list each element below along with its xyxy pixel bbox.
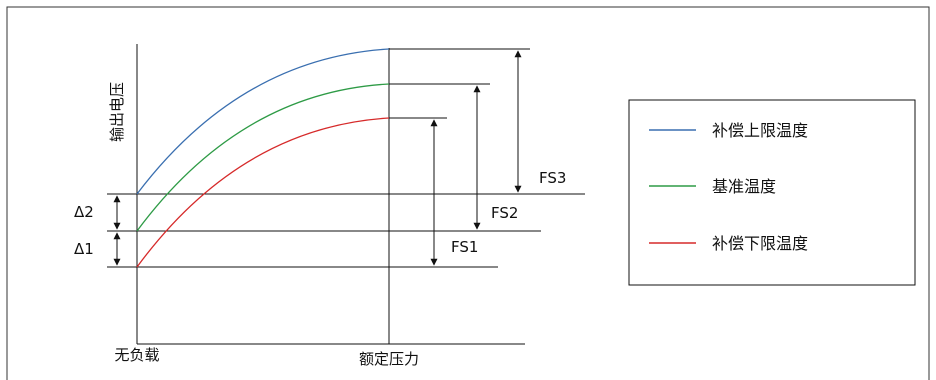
curve-lower-temperature <box>136 117 390 268</box>
curve-upper-temperature <box>136 48 390 195</box>
legend-label-lower: 补偿下限温度 <box>712 234 808 253</box>
legend: 补偿上限温度 基准温度 补偿下限温度 <box>628 99 916 286</box>
legend-label-upper: 补偿上限温度 <box>712 121 808 140</box>
legend-item-base: 基准温度 <box>649 177 776 196</box>
legend-item-upper: 补偿上限温度 <box>649 121 808 140</box>
legend-box <box>628 99 916 286</box>
legend-label-base: 基准温度 <box>712 177 776 196</box>
legend-item-lower: 补偿下限温度 <box>649 234 808 253</box>
delta2-label: Δ2 <box>74 203 94 221</box>
y-axis-label: 输出电压 <box>108 82 126 142</box>
x-label-no-load: 无负载 <box>114 346 159 364</box>
fs1-label: FS1 <box>451 238 478 256</box>
fs3-label: FS3 <box>539 169 566 187</box>
delta1-label: Δ1 <box>74 240 94 258</box>
curve-base-temperature <box>136 83 390 232</box>
fs2-label: FS2 <box>491 204 518 222</box>
outer-frame <box>6 6 930 380</box>
x-label-rated-pressure: 额定压力 <box>359 350 419 368</box>
